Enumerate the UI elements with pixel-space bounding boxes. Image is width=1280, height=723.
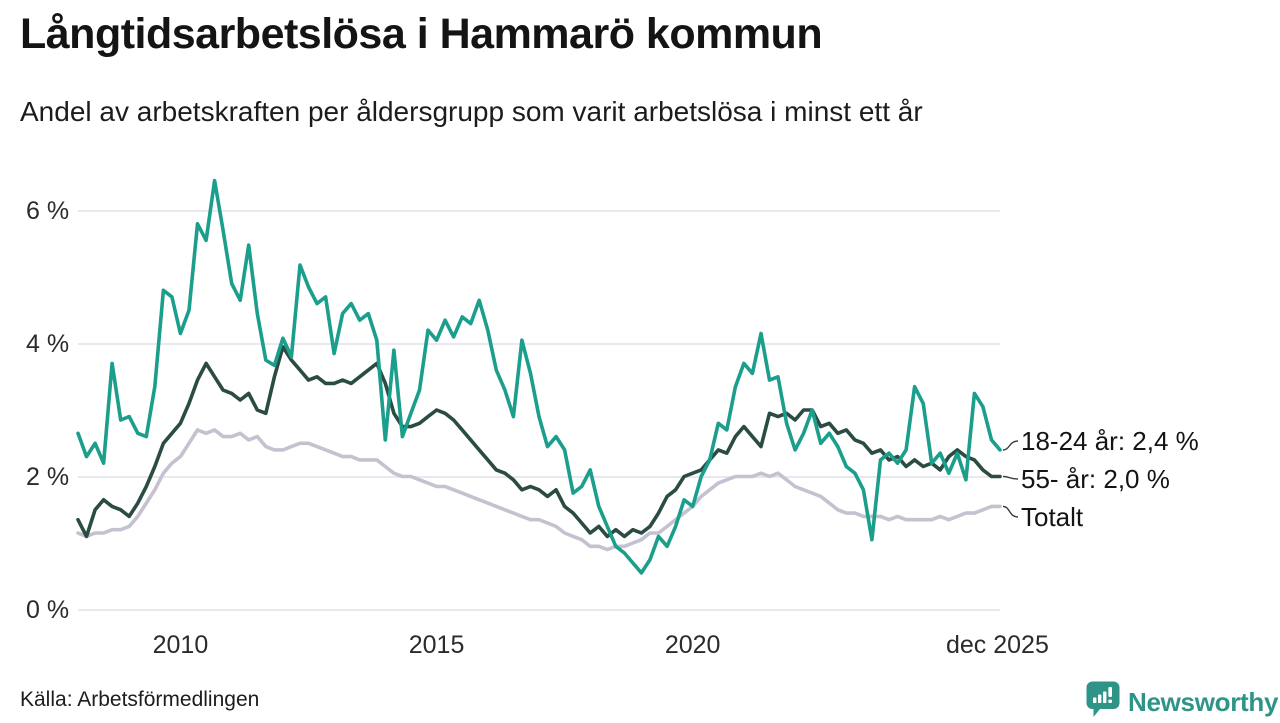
line-18-24år xyxy=(76,178,1002,575)
gridline-0 xyxy=(78,608,1000,611)
chart-subtitle: Andel av arbetskraften per åldersgrupp s… xyxy=(20,96,923,127)
leader-line-18-24år xyxy=(1002,440,1019,451)
leader-line-55-år xyxy=(1002,475,1019,480)
source-note: Källa: Arbetsförmedlingen xyxy=(20,688,260,711)
gridline-4 xyxy=(78,342,1000,345)
y-tick-label-6: 6 % xyxy=(26,196,70,225)
gridline-6 xyxy=(78,209,1000,212)
leader-line-Totalt xyxy=(1002,505,1019,518)
series-label-totalt: Totalt xyxy=(1021,502,1084,532)
x-tick-label-2015: 2015 xyxy=(408,631,465,659)
newsworthy-logo-icon xyxy=(1086,681,1120,723)
series-label-55: 55- år: 2,0 % xyxy=(1021,464,1170,494)
series-label-18-24: 18-24 år: 2,4 % xyxy=(1021,426,1199,456)
y-tick-label-4: 4 % xyxy=(26,329,70,358)
x-tick-label-2020: 2020 xyxy=(664,631,721,659)
newsworthy-brand: Newsworthy xyxy=(1086,681,1278,723)
line-Totalt xyxy=(76,428,1002,552)
page-title: Långtidsarbetslösa i Hammarö kommun xyxy=(20,10,823,58)
gridline-2 xyxy=(78,475,1000,478)
line-55-år xyxy=(76,344,1002,539)
x-tick-label-2010: 2010 xyxy=(152,631,209,659)
y-tick-label-2: 2 % xyxy=(26,462,70,491)
newsworthy-wordmark: Newsworthy xyxy=(1128,686,1279,717)
y-tick-label-0: 0 % xyxy=(26,595,70,624)
x-tick-label-dec-2025: dec 2025 xyxy=(946,631,1049,659)
